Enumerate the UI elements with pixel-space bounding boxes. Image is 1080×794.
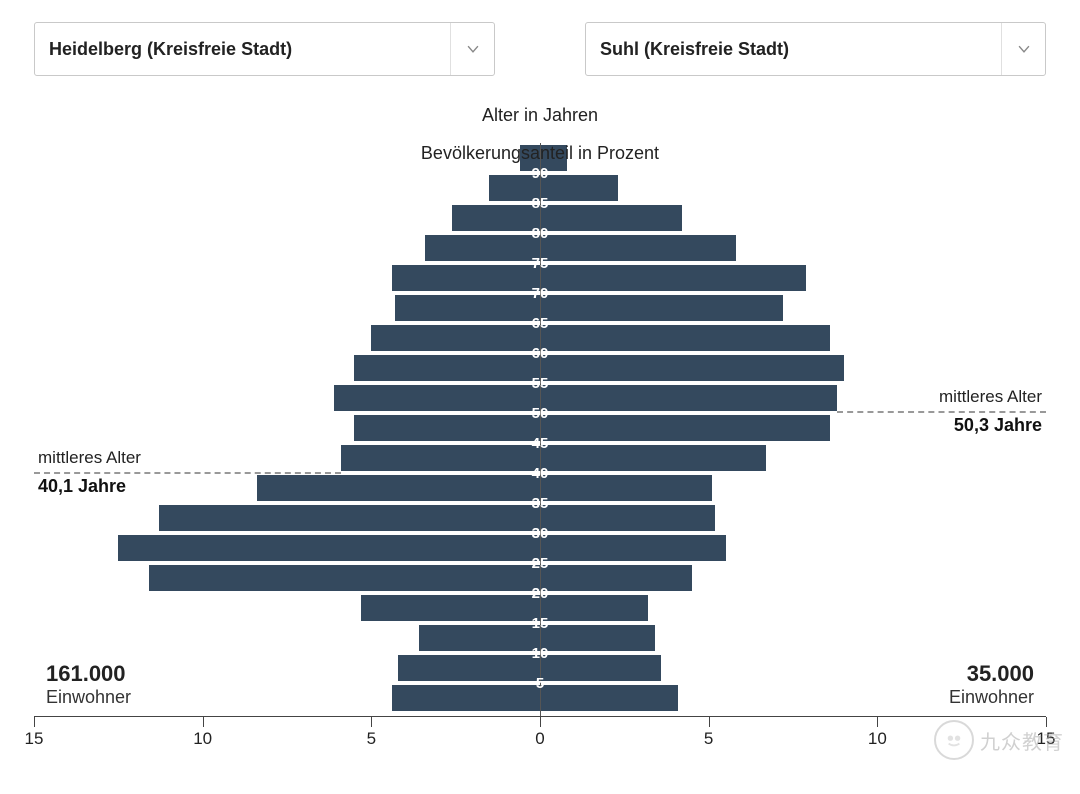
region-dropdown-right[interactable]: Suhl (Kreisfreie Stadt) xyxy=(585,22,1046,76)
chevron-down-icon xyxy=(1001,23,1045,75)
population-pyramid-chart: Alter in Jahren 908580757065605550454035… xyxy=(0,105,1080,794)
watermark: 九众教育 xyxy=(934,720,1064,760)
chart-top-title: Alter in Jahren xyxy=(0,105,1080,126)
chevron-down-icon xyxy=(450,23,494,75)
region-right-label: Suhl (Kreisfreie Stadt) xyxy=(600,39,789,60)
watermark-icon xyxy=(934,720,974,760)
watermark-text: 九众教育 xyxy=(980,726,1064,755)
x-axis-title: Bevölkerungsanteil in Prozent xyxy=(0,143,1080,788)
region-left-label: Heidelberg (Kreisfreie Stadt) xyxy=(49,39,292,60)
region-dropdown-left[interactable]: Heidelberg (Kreisfreie Stadt) xyxy=(34,22,495,76)
